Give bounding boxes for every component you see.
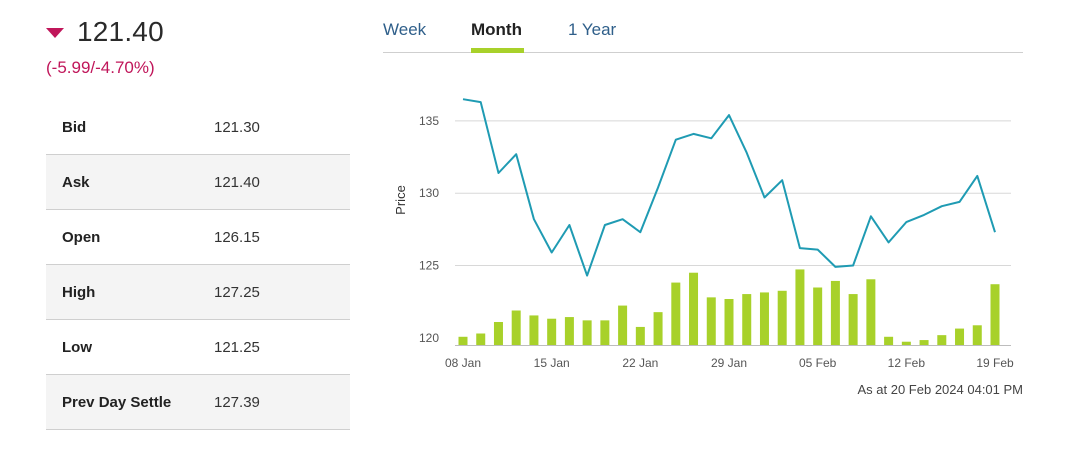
stats-label: Open [62,228,101,246]
volume-bar [706,297,716,345]
volume-bar [795,269,805,345]
tab-1-year[interactable]: 1 Year [568,20,617,39]
volume-bar [582,320,592,345]
volume-bar [830,280,840,345]
down-arrow-icon [46,28,64,38]
last-price: 121.40 [77,16,164,47]
volume-bar [547,318,557,345]
x-tick-label: 08 Jan [445,356,481,370]
volume-bar [848,294,858,345]
volume-bar [618,305,628,345]
stats-value: 121.30 [214,118,260,136]
volume-bar [955,328,965,345]
volume-bar [600,320,610,345]
volume-bar [529,315,539,345]
stats-value: 127.25 [214,283,260,301]
as-of-timestamp: As at 20 Feb 2024 04:01 PM [857,382,1024,397]
y-axis-label: Price [393,185,408,215]
x-tick-label: 19 Feb [976,356,1014,370]
y-tick-label: 130 [419,186,439,200]
volume-bar [866,279,876,345]
volume-bar [759,292,769,345]
volume-bar [493,322,503,345]
stats-label: Low [62,338,92,356]
x-tick-label: 15 Jan [534,356,570,370]
volume-bar [671,282,681,345]
stats-row-open: Open 126.15 [46,210,350,265]
active-tab-indicator [471,48,524,53]
stats-row-low: Low 121.25 [46,320,350,375]
range-tabs: Week Month 1 Year [383,14,1023,53]
price-line [462,98,996,277]
stats-row-prev-settle: Prev Day Settle 127.39 [46,375,350,430]
quote-stats-table: Bid 121.30 Ask 121.40 Open 126.15 High 1… [46,100,350,430]
volume-bar [458,336,468,345]
stats-label: Bid [62,118,87,136]
stats-value: 121.40 [214,173,260,191]
x-tick-label: 05 Feb [799,356,837,370]
price-change: (-5.99/-4.70%) [46,58,155,77]
stats-label: High [62,283,96,301]
x-tick-label: 22 Jan [622,356,658,370]
quote-summary: 121.40 (-5.99/-4.70%) [46,14,366,78]
stats-row-ask: Ask 121.40 [46,155,350,210]
tab-week[interactable]: Week [383,20,427,39]
volume-bar [901,341,911,345]
volume-bar [777,290,787,345]
volume-bar [724,299,734,345]
volume-bar [476,333,486,345]
volume-bar [564,317,574,345]
volume-bar [635,326,645,345]
volume-bar [937,335,947,345]
stats-label: Ask [62,173,90,191]
tab-month[interactable]: Month [471,20,522,39]
volume-bar [511,310,521,345]
volume-bar [813,287,823,345]
price-row: 121.40 [46,14,366,50]
volume-bar [919,340,929,345]
stats-value: 121.25 [214,338,260,356]
stats-value: 127.39 [214,393,260,411]
x-tick-label: 29 Jan [711,356,747,370]
volume-bar [689,272,699,345]
price-chart: 120 125 130 135 Price 08 Jan 15 Jan 22 Jan 29 Ja… [393,98,1014,370]
volume-bar [972,325,982,345]
volume-bar [990,284,1000,345]
volume-bar [742,294,752,345]
volume-bar [884,336,894,345]
y-tick-label: 135 [419,114,439,128]
x-tick-label: 12 Feb [888,356,926,370]
stats-label: Prev Day Settle [62,393,172,411]
y-tick-label: 120 [419,331,439,345]
stats-row-bid: Bid 121.30 [46,100,350,155]
volume-bar [653,312,663,345]
stats-row-high: High 127.25 [46,265,350,320]
stats-value: 126.15 [214,228,260,246]
y-tick-label: 125 [419,258,439,272]
